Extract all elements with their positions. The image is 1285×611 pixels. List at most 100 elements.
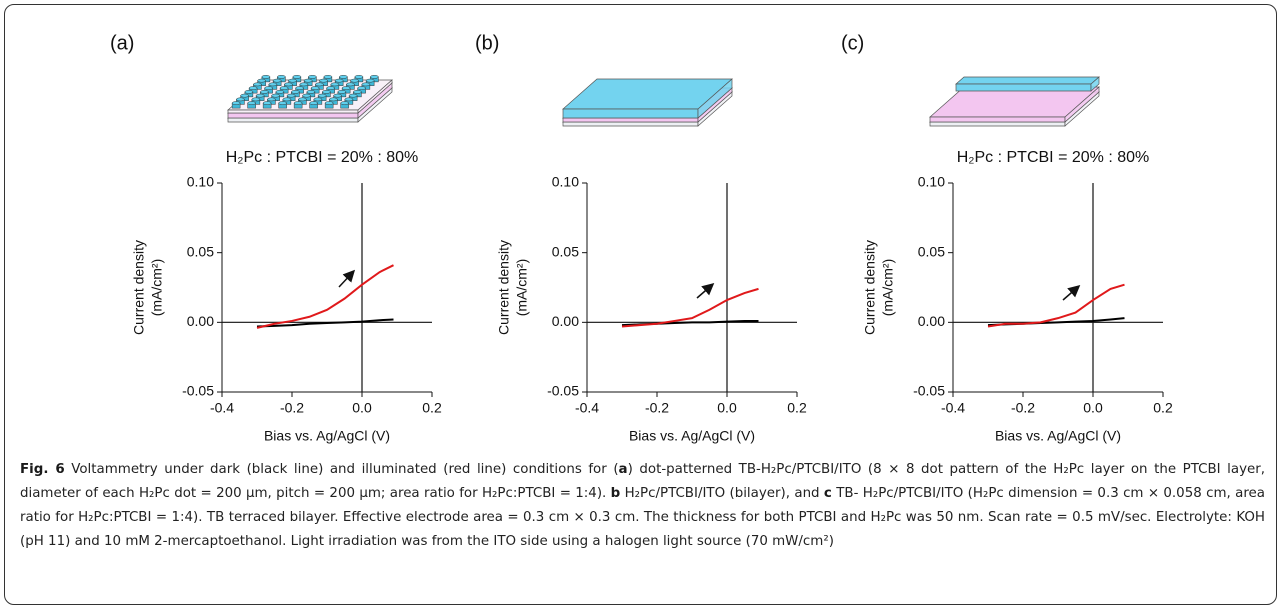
dot-top bbox=[370, 75, 379, 79]
x-tick-label: 0.2 bbox=[787, 400, 807, 416]
caption-text: TB- H₂Pc/PTCBI/ITO (H₂Pc dimension = 0.3… bbox=[20, 486, 1265, 549]
dot-top bbox=[302, 93, 311, 98]
arrow bbox=[1062, 285, 1081, 301]
slab-side bbox=[697, 78, 733, 119]
dot-top bbox=[231, 101, 241, 105]
x-tick-label: 0.0 bbox=[352, 400, 372, 416]
dot-top bbox=[262, 101, 272, 105]
caption-text: Voltammetry under dark (black line) and … bbox=[64, 462, 619, 477]
y-axis-label: (mA/cm²) bbox=[149, 259, 165, 317]
panel-label: (a) bbox=[110, 32, 134, 54]
dot-top bbox=[315, 82, 324, 87]
y-tick-label: 0.10 bbox=[552, 174, 579, 190]
dot-top bbox=[357, 86, 366, 90]
y-axis-label: Current density bbox=[496, 240, 512, 335]
caption-panel: c bbox=[823, 486, 832, 501]
y-tick-label: 0.05 bbox=[552, 243, 579, 259]
x-tick-label: -0.2 bbox=[645, 400, 669, 416]
dot-top bbox=[284, 82, 293, 87]
x-axis-label: Bias vs. Ag/AgCl (V) bbox=[629, 428, 755, 444]
dot-top bbox=[257, 78, 266, 83]
arrow bbox=[338, 269, 356, 288]
y-tick-label: 0.05 bbox=[187, 243, 214, 259]
y-tick-label: 0.10 bbox=[918, 174, 945, 190]
dot-top bbox=[248, 86, 258, 90]
dot-top bbox=[306, 90, 316, 94]
slab-side bbox=[357, 79, 393, 114]
slab-front bbox=[227, 112, 359, 119]
dot-top bbox=[261, 75, 271, 79]
series-line bbox=[621, 287, 759, 328]
y-tick-label: -0.05 bbox=[913, 383, 945, 399]
caption-text: ) dot-patterned TB-H₂Pc/PTCBI/ITO (8 × 8… bbox=[20, 462, 1265, 501]
dot-top bbox=[354, 75, 364, 79]
dot-top bbox=[299, 82, 309, 87]
dot-top bbox=[298, 97, 307, 102]
slab-front bbox=[562, 108, 699, 119]
x-tick-label: -0.4 bbox=[575, 400, 599, 416]
x-tick-label: -0.2 bbox=[280, 400, 304, 416]
dot-top bbox=[326, 86, 335, 90]
dot-top bbox=[240, 93, 249, 98]
dot-top bbox=[309, 101, 318, 105]
dot-top bbox=[267, 97, 276, 102]
dot-top bbox=[251, 97, 261, 102]
x-tick-label: 0.0 bbox=[1083, 400, 1103, 416]
slab-front bbox=[227, 117, 359, 123]
y-tick-label: 0.05 bbox=[918, 243, 945, 259]
dot-top bbox=[277, 75, 286, 79]
y-tick-label: 0.00 bbox=[187, 313, 214, 329]
slab-front bbox=[562, 117, 699, 123]
dot-top bbox=[348, 93, 358, 98]
y-axis-label: (mA/cm²) bbox=[880, 259, 896, 317]
dot-top bbox=[322, 90, 331, 94]
dot-top bbox=[279, 86, 289, 90]
y-tick-label: -0.05 bbox=[182, 383, 214, 399]
dot-top bbox=[268, 82, 278, 87]
slab-side bbox=[1064, 86, 1100, 123]
slab-side bbox=[1090, 76, 1100, 92]
dot-top bbox=[264, 86, 273, 90]
dot-top bbox=[330, 82, 340, 87]
y-axis-label: Current density bbox=[131, 240, 147, 335]
dot-top bbox=[282, 97, 292, 102]
y-axis-label: Current density bbox=[862, 240, 878, 335]
dot-top bbox=[341, 86, 351, 90]
dot-top bbox=[236, 97, 245, 102]
x-tick-label: 0.0 bbox=[717, 400, 737, 416]
figure: (a) H₂Pc : PTCBI = 20% : 80% -0.05 0.00 0.05… bbox=[110, 32, 1173, 444]
dot-top bbox=[293, 101, 303, 105]
x-tick-label: -0.2 bbox=[1011, 400, 1035, 416]
dot-top bbox=[303, 78, 313, 83]
series-line bbox=[256, 264, 394, 329]
subtitle: H₂Pc : PTCBI = 20% : 80% bbox=[957, 149, 1150, 166]
dot-top bbox=[313, 97, 323, 102]
caption-panel: b bbox=[610, 486, 621, 501]
dot-top bbox=[247, 101, 256, 105]
y-tick-label: 0.00 bbox=[918, 313, 945, 329]
dot-top bbox=[346, 82, 355, 87]
dot-top bbox=[255, 93, 265, 98]
series-line bbox=[256, 318, 394, 328]
slab-front bbox=[929, 116, 1066, 123]
caption-panel: a bbox=[618, 462, 628, 477]
slab-front bbox=[562, 121, 699, 127]
slab-front bbox=[955, 83, 1092, 92]
dot-top bbox=[253, 82, 262, 87]
dot-top bbox=[344, 97, 354, 102]
dot-top bbox=[310, 86, 320, 90]
panel-label: (c) bbox=[841, 32, 864, 54]
x-tick-label: 0.2 bbox=[422, 400, 442, 416]
dot-top bbox=[288, 78, 297, 83]
dot-top bbox=[272, 78, 282, 83]
slab-front bbox=[929, 121, 1066, 127]
y-tick-label: 0.00 bbox=[552, 313, 579, 329]
dot-top bbox=[340, 101, 349, 105]
caption-label: Fig. 6 bbox=[20, 462, 65, 477]
dot-top bbox=[275, 90, 285, 94]
dot-top bbox=[244, 90, 254, 94]
dot-top bbox=[295, 86, 304, 90]
series-line bbox=[987, 283, 1125, 328]
dot-top bbox=[329, 97, 338, 102]
